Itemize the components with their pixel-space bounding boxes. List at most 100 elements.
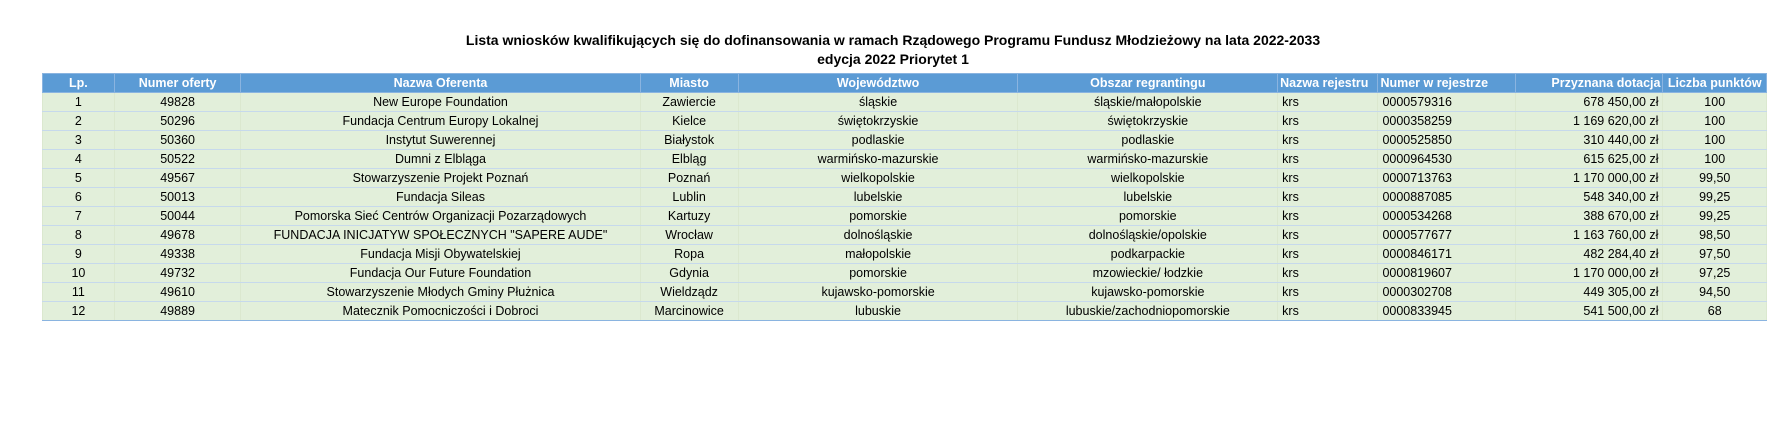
cell-offer-number: 50296: [113, 111, 242, 131]
header-city: Miasto: [639, 73, 739, 93]
cell-lp: 12: [42, 301, 115, 321]
cell-city: Wieldządz: [639, 282, 739, 302]
cell-offer-number: 49678: [113, 225, 242, 245]
cell-applicant-name: Pomorska Sieć Centrów Organizacji Pozarz…: [240, 206, 641, 226]
document-title: Lista wniosków kwalifikujących się do do…: [0, 31, 1786, 69]
cell-city: Elbląg: [639, 149, 739, 169]
cell-points: 97,25: [1662, 263, 1767, 283]
title-line-1: Lista wniosków kwalifikujących się do do…: [465, 32, 1321, 48]
cell-lp: 4: [42, 149, 115, 169]
cell-applicant-name: Instytut Suwerennej: [240, 130, 641, 150]
cell-voivodeship: lubelskie: [737, 187, 1019, 207]
cell-points: 99,50: [1662, 168, 1767, 188]
cell-voivodeship: kujawsko-pomorskie: [737, 282, 1019, 302]
cell-applicant-name: Stowarzyszenie Projekt Poznań: [240, 168, 641, 188]
cell-city: Ropa: [639, 244, 739, 264]
table-row: 12 49889 Matecznik Pomocniczości i Dobro…: [42, 301, 1767, 321]
cell-lp: 3: [42, 130, 115, 150]
cell-city: Marcinowice: [639, 301, 739, 321]
cell-register-name: krs: [1277, 168, 1379, 188]
cell-register-number: 0000302708: [1377, 282, 1516, 302]
cell-points: 100: [1662, 92, 1767, 112]
cell-lp: 7: [42, 206, 115, 226]
table-row: 9 49338 Fundacja Misji Obywatelskiej Rop…: [42, 244, 1767, 264]
cell-register-name: krs: [1277, 92, 1379, 112]
header-offer-number: Numer oferty: [113, 73, 242, 93]
cell-register-name: krs: [1277, 149, 1379, 169]
cell-city: Gdynia: [639, 263, 739, 283]
table-row: 11 49610 Stowarzyszenie Młodych Gminy Pł…: [42, 282, 1767, 302]
header-points: Liczba punktów: [1662, 73, 1767, 93]
cell-regranting-area: wielkopolskie: [1017, 168, 1279, 188]
cell-register-name: krs: [1277, 263, 1379, 283]
cell-voivodeship: lubuskie: [737, 301, 1019, 321]
cell-regranting-area: śląskie/małopolskie: [1017, 92, 1279, 112]
table-row: 6 50013 Fundacja Sileas Lublin lubelskie…: [42, 187, 1767, 207]
header-lp: Lp.: [42, 73, 115, 93]
cell-offer-number: 49338: [113, 244, 242, 264]
cell-applicant-name: Stowarzyszenie Młodych Gminy Płużnica: [240, 282, 641, 302]
table-row: 8 49678 FUNDACJA INICJATYW SPOŁECZNYCH "…: [42, 225, 1767, 245]
cell-applicant-name: Fundacja Misji Obywatelskiej: [240, 244, 641, 264]
cell-lp: 5: [42, 168, 115, 188]
table-header-row: Lp. Numer oferty Nazwa Oferenta Miasto W…: [42, 73, 1767, 93]
cell-city: Białystok: [639, 130, 739, 150]
cell-register-number: 0000577677: [1377, 225, 1516, 245]
grant-list-table: Lp. Numer oferty Nazwa Oferenta Miasto W…: [42, 73, 1767, 321]
cell-regranting-area: świętokrzyskie: [1017, 111, 1279, 131]
cell-city: Kielce: [639, 111, 739, 131]
cell-offer-number: 49732: [113, 263, 242, 283]
cell-register-name: krs: [1277, 244, 1379, 264]
cell-voivodeship: świętokrzyskie: [737, 111, 1019, 131]
table-row: 3 50360 Instytut Suwerennej Białystok po…: [42, 130, 1767, 150]
cell-register-number: 0000887085: [1377, 187, 1516, 207]
header-applicant-name: Nazwa Oferenta: [240, 73, 641, 93]
table-row: 1 49828 New Europe Foundation Zawiercie …: [42, 92, 1767, 112]
cell-offer-number: 50522: [113, 149, 242, 169]
cell-applicant-name: FUNDACJA INICJATYW SPOŁECZNYCH "SAPERE A…: [240, 225, 641, 245]
cell-lp: 9: [42, 244, 115, 264]
cell-offer-number: 50360: [113, 130, 242, 150]
cell-voivodeship: warmińsko-mazurskie: [737, 149, 1019, 169]
cell-offer-number: 49828: [113, 92, 242, 112]
cell-regranting-area: pomorskie: [1017, 206, 1279, 226]
cell-city: Poznań: [639, 168, 739, 188]
table-row: 2 50296 Fundacja Centrum Europy Lokalnej…: [42, 111, 1767, 131]
cell-regranting-area: dolnośląskie/opolskie: [1017, 225, 1279, 245]
header-regranting-area: Obszar regrantingu: [1017, 73, 1279, 93]
table-row: 4 50522 Dumni z Elbląga Elbląg warmińsko…: [42, 149, 1767, 169]
cell-grant-amount: 1 169 620,00 zł: [1514, 111, 1664, 131]
cell-regranting-area: lubuskie/zachodniopomorskie: [1017, 301, 1279, 321]
cell-grant-amount: 541 500,00 zł: [1514, 301, 1664, 321]
cell-grant-amount: 1 170 000,00 zł: [1514, 263, 1664, 283]
cell-register-name: krs: [1277, 282, 1379, 302]
cell-register-name: krs: [1277, 301, 1379, 321]
cell-register-number: 0000964530: [1377, 149, 1516, 169]
table-row: 7 50044 Pomorska Sieć Centrów Organizacj…: [42, 206, 1767, 226]
table-row: 5 49567 Stowarzyszenie Projekt Poznań Po…: [42, 168, 1767, 188]
header-grant-amount: Przyznana dotacja: [1514, 73, 1664, 93]
cell-register-name: krs: [1277, 111, 1379, 131]
cell-register-number: 0000525850: [1377, 130, 1516, 150]
cell-regranting-area: warmińsko-mazurskie: [1017, 149, 1279, 169]
cell-city: Lublin: [639, 187, 739, 207]
cell-points: 99,25: [1662, 206, 1767, 226]
cell-offer-number: 49610: [113, 282, 242, 302]
cell-offer-number: 50013: [113, 187, 242, 207]
cell-register-name: krs: [1277, 206, 1379, 226]
cell-register-number: 0000358259: [1377, 111, 1516, 131]
cell-applicant-name: Fundacja Centrum Europy Lokalnej: [240, 111, 641, 131]
table-row: 10 49732 Fundacja Our Future Foundation …: [42, 263, 1767, 283]
cell-voivodeship: śląskie: [737, 92, 1019, 112]
cell-points: 100: [1662, 130, 1767, 150]
cell-lp: 1: [42, 92, 115, 112]
cell-offer-number: 49567: [113, 168, 242, 188]
cell-grant-amount: 388 670,00 zł: [1514, 206, 1664, 226]
cell-grant-amount: 482 284,40 zł: [1514, 244, 1664, 264]
cell-offer-number: 49889: [113, 301, 242, 321]
cell-voivodeship: wielkopolskie: [737, 168, 1019, 188]
cell-register-number: 0000833945: [1377, 301, 1516, 321]
cell-lp: 6: [42, 187, 115, 207]
cell-applicant-name: Matecznik Pomocniczości i Dobroci: [240, 301, 641, 321]
cell-register-name: krs: [1277, 187, 1379, 207]
